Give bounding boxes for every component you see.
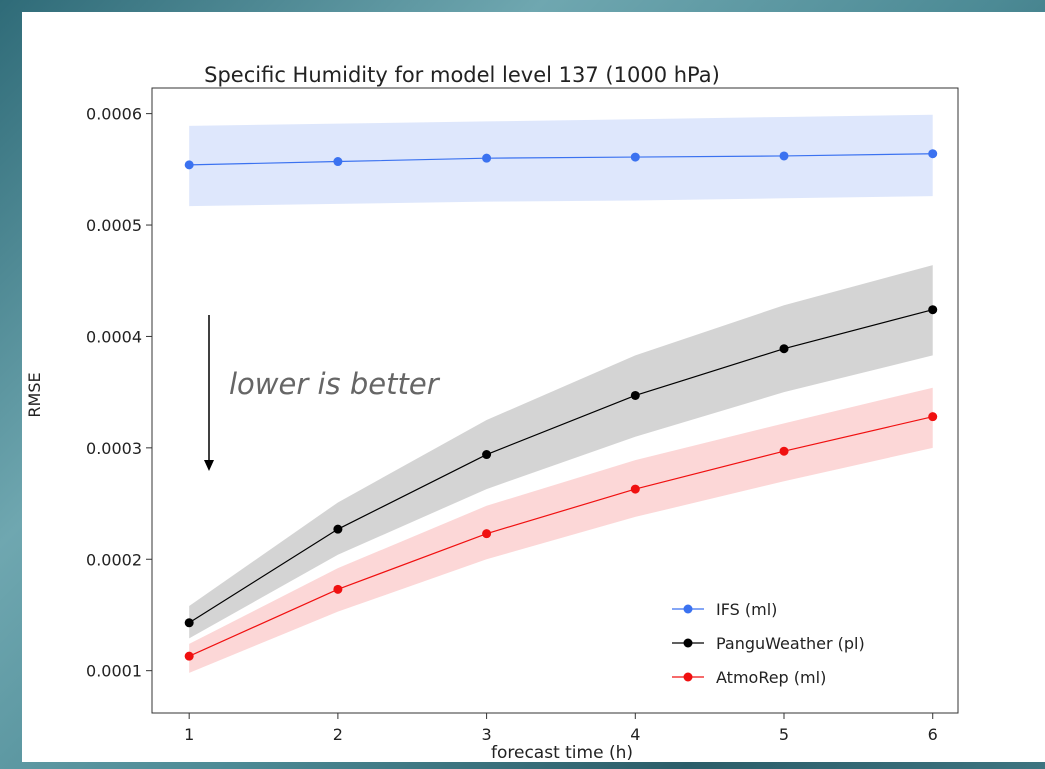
legend-marker: [683, 638, 693, 648]
legend-label: IFS (ml): [716, 600, 777, 619]
error-band: [189, 387, 933, 673]
error-band: [189, 265, 933, 639]
data-point: [184, 651, 194, 661]
data-point: [779, 151, 789, 161]
data-point: [630, 484, 640, 494]
card: Specific Humidity for model level 137 (1…: [22, 12, 1045, 762]
annotation: lower is better: [229, 367, 441, 401]
chart: Specific Humidity for model level 137 (1…: [25, 63, 959, 762]
y-tick-label: 0.0002: [86, 550, 142, 569]
data-point: [779, 344, 789, 354]
y-tick-label: 0.0004: [86, 327, 142, 346]
data-point: [928, 149, 938, 159]
x-tick-label: 2: [333, 725, 343, 744]
chart-title: Specific Humidity for model level 137 (1…: [204, 63, 720, 87]
error-band: [189, 114, 933, 207]
legend-label: AtmoRep (ml): [716, 668, 826, 687]
data-point: [630, 152, 640, 162]
data-point: [333, 584, 343, 594]
data-point: [333, 157, 343, 167]
x-tick-label: 4: [630, 725, 640, 744]
legend-label: PanguWeather (pl): [716, 634, 865, 653]
y-tick-label: 0.0001: [86, 662, 142, 681]
data-point: [184, 160, 194, 170]
data-point: [333, 524, 343, 534]
series-line: [189, 153, 933, 166]
x-tick-label: 6: [928, 725, 938, 744]
data-point: [482, 153, 492, 163]
y-tick-label: 0.0005: [86, 216, 142, 235]
legend-marker: [683, 672, 693, 682]
y-tick-label: 0.0003: [86, 439, 142, 458]
legend-marker: [683, 604, 693, 614]
data-point: [184, 618, 194, 628]
x-tick-label: 3: [482, 725, 492, 744]
data-point: [928, 412, 938, 422]
y-tick-label: 0.0006: [86, 105, 142, 124]
x-tick-label: 1: [184, 725, 194, 744]
data-point: [482, 450, 492, 460]
data-point: [928, 305, 938, 315]
x-axis-label: forecast time (h): [491, 743, 633, 762]
series-line: [188, 309, 933, 624]
data-point: [482, 529, 492, 539]
data-point: [630, 390, 640, 400]
plot-frame: [151, 87, 959, 714]
annotation-arrowhead: [204, 460, 214, 471]
x-tick-label: 5: [779, 725, 789, 744]
y-axis-label: RMSE: [25, 372, 44, 417]
data-point: [779, 446, 789, 456]
series-line: [188, 416, 933, 657]
